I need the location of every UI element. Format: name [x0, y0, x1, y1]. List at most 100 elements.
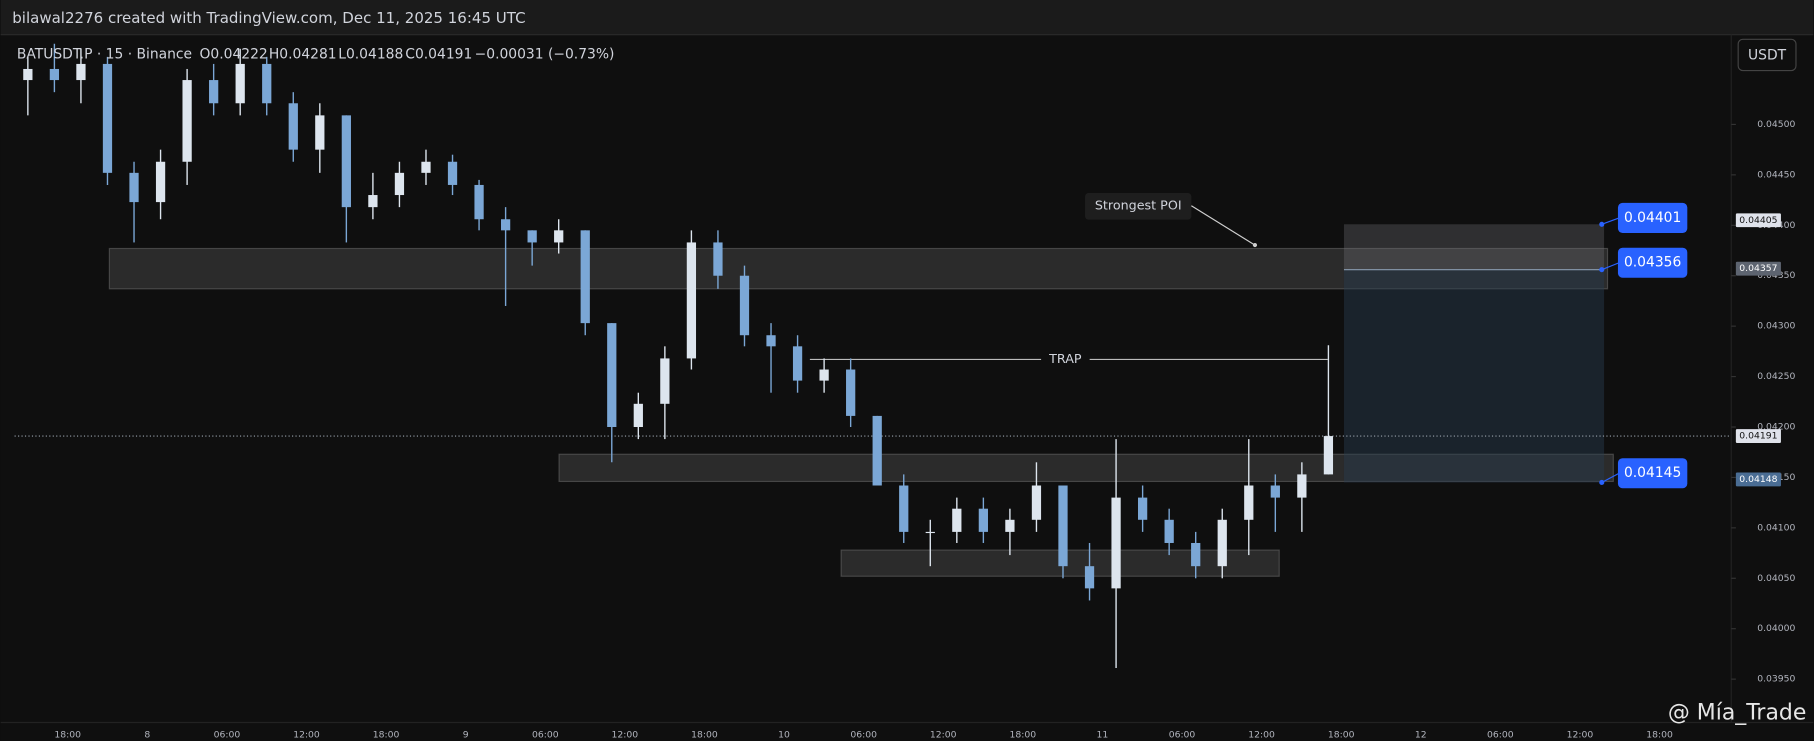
candle-body — [978, 508, 988, 532]
x-tick-label: 12 — [1415, 730, 1427, 741]
axis-price-label: 0.04405 — [1739, 215, 1777, 226]
position-label-box — [1617, 247, 1688, 278]
x-tick-label: 12:00 — [293, 730, 320, 741]
x-tick-label: 18:00 — [691, 730, 718, 741]
candle-body — [1323, 436, 1334, 475]
x-tick-label: 8 — [144, 730, 150, 741]
candle-body — [686, 242, 697, 359]
y-tick-label: 0.03950 — [1757, 674, 1795, 685]
candle-body — [660, 358, 670, 404]
axis-price-box — [1735, 261, 1781, 276]
candle-body — [155, 161, 166, 203]
axis-price-label: 0.04148 — [1739, 474, 1777, 485]
axis-price-box — [1735, 429, 1781, 444]
candle-body — [23, 68, 33, 81]
candle-body — [421, 161, 431, 173]
ohlc-item: −0.00031 (−0.73%) — [475, 46, 615, 62]
candle-body — [713, 242, 723, 276]
candle-body — [49, 68, 60, 81]
candle-body — [633, 403, 643, 428]
position-connector — [1601, 262, 1620, 271]
candle-body — [1058, 485, 1068, 567]
y-tick-label: 0.04450 — [1757, 169, 1795, 180]
x-tick-label: 18:00 — [373, 730, 400, 741]
x-tick-label: 12:00 — [1248, 730, 1275, 741]
x-tick-label: 12:00 — [612, 730, 639, 741]
candle-body — [792, 346, 803, 381]
candle-body — [394, 172, 405, 196]
candle-body — [554, 230, 564, 243]
candle-body — [368, 195, 378, 208]
candle-body — [1111, 497, 1121, 589]
zone — [108, 247, 1609, 290]
ohlc-item: O0.04222 — [200, 46, 268, 62]
candle-body — [766, 335, 776, 347]
candle-body — [288, 103, 298, 150]
x-tick-label: 06:00 — [532, 730, 559, 741]
axis-price-box — [1735, 213, 1781, 228]
candle-body — [341, 115, 351, 208]
candle-body — [1191, 542, 1201, 567]
y-tick-label: 0.04000 — [1757, 623, 1795, 634]
x-tick-label: 06:00 — [850, 730, 877, 741]
y-tick-label: 0.04300 — [1757, 321, 1795, 332]
currency-label[interactable]: USDT — [1748, 47, 1787, 63]
x-tick-label: 12:00 — [930, 730, 957, 741]
candle-body — [1217, 519, 1227, 567]
position-target-area — [1343, 224, 1605, 270]
x-tick-label: 10 — [778, 730, 790, 741]
y-tick-label: 0.04200 — [1757, 422, 1795, 433]
candle-body — [500, 219, 511, 231]
candle-body — [819, 369, 829, 381]
candle-body — [1031, 485, 1042, 520]
y-tick-label: 0.04100 — [1757, 522, 1795, 533]
x-tick-label: 11 — [1097, 730, 1109, 741]
candle-body — [607, 323, 617, 428]
x-tick-label: 06:00 — [1169, 730, 1196, 741]
candle-body — [235, 63, 245, 104]
axis-price-label: 0.04357 — [1739, 263, 1777, 274]
x-tick-label: 18:00 — [1328, 730, 1355, 741]
position-handle — [1599, 267, 1605, 273]
candle-body — [262, 63, 272, 104]
candle-body — [1164, 519, 1174, 543]
candle-body — [872, 415, 882, 486]
position-label-box — [1617, 202, 1688, 233]
candle-body — [182, 80, 192, 162]
watermark: @ Mía_Trade — [1668, 700, 1807, 725]
candle-body — [315, 115, 325, 150]
candle-body — [1297, 474, 1307, 498]
currency-button[interactable] — [1737, 38, 1797, 72]
candle-body — [739, 275, 750, 336]
position-label: 0.04401 — [1624, 210, 1681, 226]
candle-body — [952, 508, 962, 532]
x-tick-label: 18:00 — [1010, 730, 1037, 741]
candle-body — [1137, 497, 1148, 520]
y-tick-label: 0.04050 — [1757, 573, 1795, 584]
candle-body — [447, 161, 458, 185]
candle-body — [1084, 566, 1095, 589]
y-tick-label: 0.04250 — [1757, 371, 1795, 382]
candle-body — [209, 80, 219, 104]
x-tick-label: 18:00 — [54, 730, 81, 741]
poi-arrow-head — [1252, 242, 1258, 248]
ohlc-item: C0.04191 — [405, 46, 472, 62]
ohlc-item: L0.04188 — [338, 46, 403, 62]
x-tick-label: 06:00 — [1487, 730, 1514, 741]
poi-arrow — [1191, 205, 1256, 246]
candle-body — [1270, 485, 1280, 498]
trap-label: TRAP — [1048, 351, 1082, 366]
y-tick-label: 0.04350 — [1757, 270, 1795, 281]
x-tick-label: 12:00 — [1567, 730, 1594, 741]
position-connector — [1601, 472, 1620, 483]
axis-price-box — [1735, 472, 1781, 487]
candle-body — [846, 369, 856, 416]
position-label-box — [1617, 458, 1688, 489]
x-tick-label: 06:00 — [214, 730, 241, 741]
poi-label-box — [1085, 193, 1192, 220]
candle-body — [527, 230, 537, 243]
candle-body — [580, 230, 590, 324]
position-label: 0.04356 — [1624, 255, 1681, 271]
candle-body — [102, 63, 113, 173]
